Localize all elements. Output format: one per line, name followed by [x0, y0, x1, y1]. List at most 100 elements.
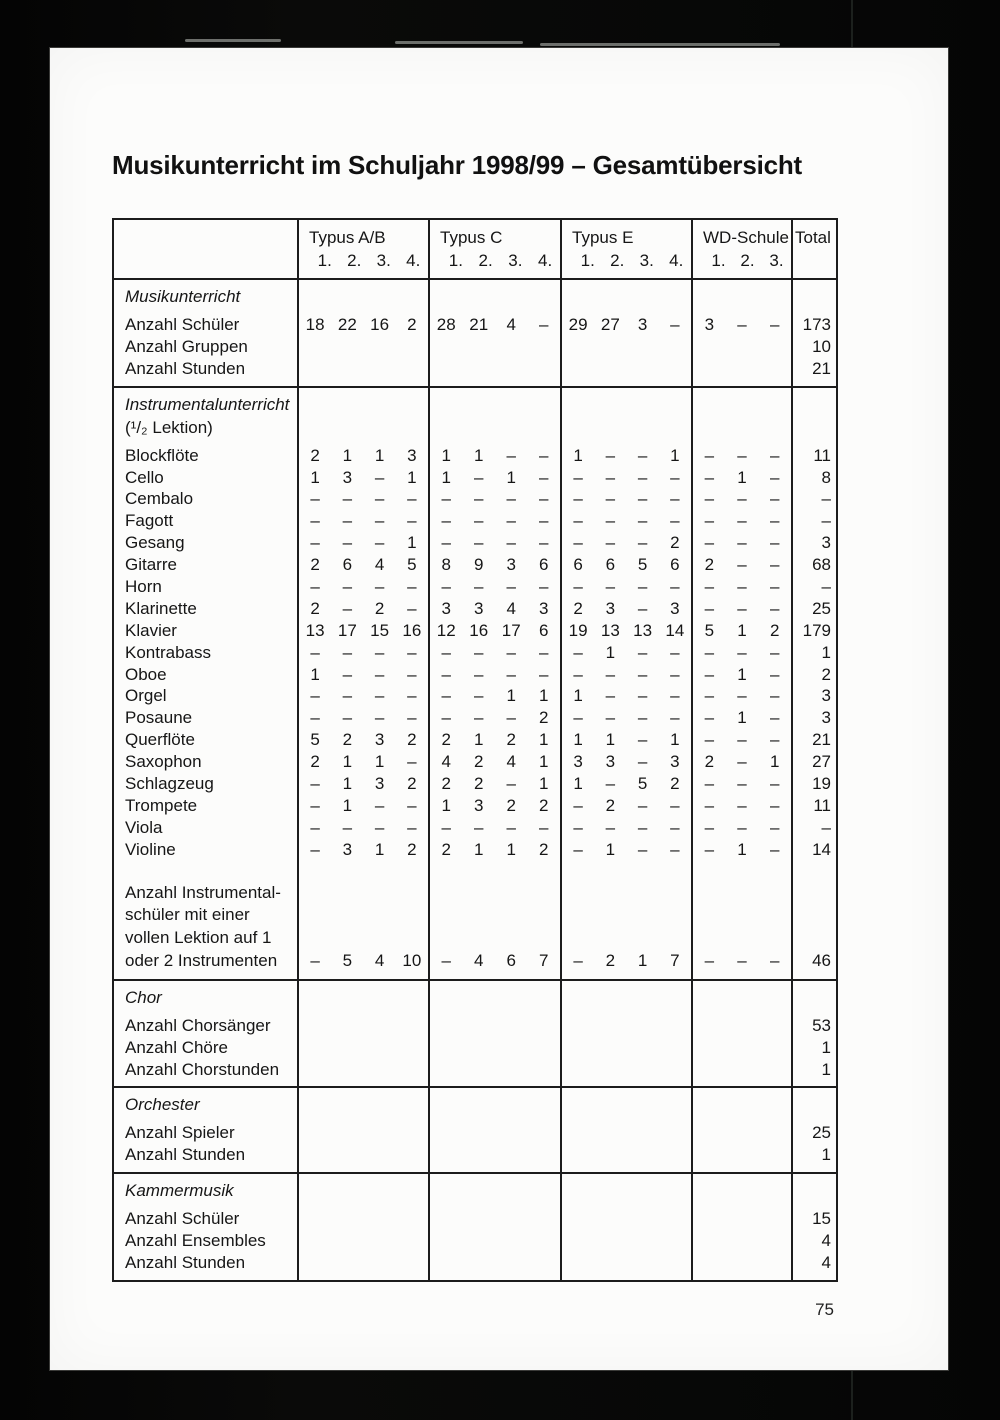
total-value: 1 [821, 1145, 831, 1165]
value-slot: – [441, 642, 451, 662]
value-slot: – [539, 511, 549, 531]
value-slot [627, 1037, 659, 1059]
blank-line [562, 285, 691, 308]
value-slot: 3. [376, 251, 391, 270]
value-slot: – [506, 511, 516, 531]
value-slot [659, 1252, 691, 1274]
block-row-label-line: schüler mit einer [125, 905, 250, 925]
value-slot: – [605, 577, 616, 597]
header-group-typus-a-b: Typus A/B 1. 2. 3. 4. [297, 220, 428, 278]
row-label: Anzahl Chorsänger [125, 1015, 271, 1035]
value-slot: – [704, 533, 715, 553]
value-slot [331, 1122, 363, 1144]
row-label: Anzahl Chorstunden [125, 1059, 280, 1079]
value-row: 2 1 1 3 [299, 445, 428, 467]
value-row: – – – – [430, 532, 560, 554]
value-slot: – [605, 533, 616, 553]
value-slot: – [310, 950, 320, 970]
value-slot: – [310, 577, 320, 597]
value-slot: – [737, 817, 747, 837]
value-row: – 1 – [693, 664, 791, 686]
value-slot [693, 1252, 726, 1274]
total-value: 53 [812, 1015, 831, 1035]
value-slot: 3 [605, 598, 616, 618]
value-slot: – [310, 817, 320, 837]
value-slot: – [737, 598, 747, 618]
value-slot: – [637, 511, 648, 531]
value-slot [659, 1144, 691, 1166]
value-row: – 1 – – [562, 642, 691, 664]
value-slot [726, 1252, 759, 1274]
value-slot: – [539, 533, 549, 553]
section-label-column: Instrumentalunterricht (¹/₂ Lektion) Block… [114, 388, 297, 979]
value-slot [331, 1059, 363, 1081]
value-slot: 1 [573, 445, 583, 465]
value-slot: – [374, 577, 385, 597]
value-slot [396, 1208, 428, 1230]
value-slot: 2 [506, 730, 516, 750]
value-slot [627, 1015, 659, 1037]
value-slot: 2 [539, 795, 549, 815]
value-slot: – [737, 686, 747, 706]
value-slot [495, 1144, 528, 1166]
value-slot: 1 [506, 467, 516, 487]
value-row [562, 1015, 691, 1037]
value-slot: 9 [474, 555, 484, 575]
value-slot: – [573, 817, 583, 837]
value-row: – – – – [430, 488, 560, 510]
value-slot [758, 1015, 791, 1037]
value-slot [528, 358, 561, 380]
value-slot: 3 [407, 445, 417, 465]
value-slot [594, 1122, 626, 1144]
value-slot: – [704, 730, 715, 750]
row-label: Anzahl Spieler [125, 1123, 235, 1143]
section-label-column: Orchester Anzahl Spieler Anzahl Stunden [114, 1088, 297, 1172]
value-slot: – [637, 467, 648, 487]
value-slot [726, 1144, 759, 1166]
value-slot: – [737, 555, 747, 575]
value-row: – – – – [562, 467, 691, 489]
value-slot [693, 1144, 726, 1166]
blank-line [299, 393, 428, 416]
blank-line [693, 986, 791, 1009]
blank-line [299, 1179, 428, 1202]
value-row: 1 – – 1 [562, 445, 691, 467]
value-slot: 1 [737, 467, 747, 487]
value-row: – – – – [562, 510, 691, 532]
value-row: 3 3 4 3 [430, 598, 560, 620]
value-slot: 7 [670, 950, 680, 970]
value-row: – 1 – [693, 839, 791, 861]
value-slot: – [637, 664, 648, 684]
section-values-column [297, 980, 428, 1087]
value-slot: 4. [406, 251, 421, 270]
value-slot [758, 1208, 791, 1230]
value-slot [594, 1015, 626, 1037]
value-slot: – [637, 445, 648, 465]
value-slot: 2 [539, 708, 549, 728]
value-slot: 1 [374, 752, 385, 772]
value-slot [495, 1230, 528, 1252]
value-slot [693, 336, 726, 358]
value-slot [562, 336, 594, 358]
blank-line [430, 927, 560, 950]
value-slot [758, 1037, 791, 1059]
section-values-column: 3 – – [691, 280, 791, 386]
value-row: – – – – [562, 664, 691, 686]
value-row: – – – [693, 642, 791, 664]
blank-line [693, 927, 791, 950]
value-slot: – [704, 577, 715, 597]
value-row [299, 1037, 428, 1059]
value-slot [463, 1122, 496, 1144]
value-row [299, 358, 428, 380]
block-row-values: – 4 6 7 [430, 950, 560, 973]
value-slot: – [539, 315, 549, 334]
section-values-column: 18 22 16 2 [297, 280, 428, 386]
value-slot: 4 [474, 950, 484, 970]
spacer [693, 861, 791, 882]
value-slot [758, 336, 791, 358]
row-label: Gitarre [125, 555, 177, 575]
value-slot: – [737, 795, 747, 815]
total-value: 1 [821, 642, 831, 662]
value-slot [463, 336, 496, 358]
row-label: Anzahl Stunden [125, 1253, 246, 1273]
